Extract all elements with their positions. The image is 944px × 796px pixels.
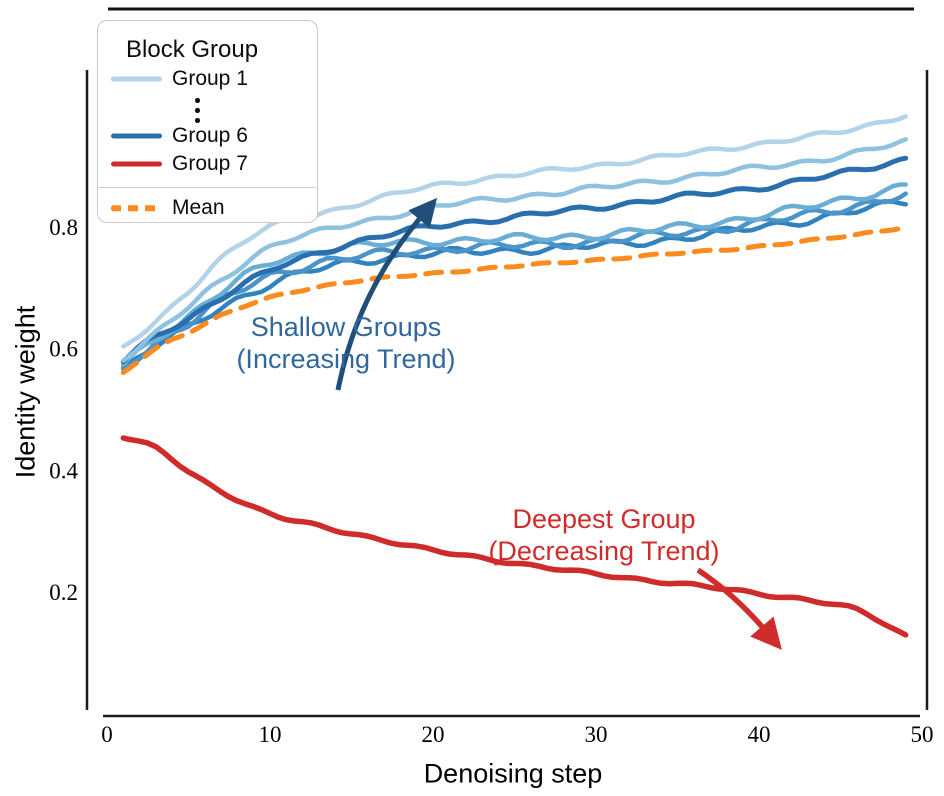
y-axis-label: Identity weight: [10, 305, 41, 479]
legend-ellipsis-dot: [195, 118, 200, 123]
legend-ellipsis-dot: [195, 98, 200, 103]
y-tick-label: 0.2: [49, 580, 78, 605]
increasing-trend-arrow: [335, 197, 438, 391]
x-axis-label: Denoising step: [423, 758, 603, 789]
series-line-group-2: [121, 137, 908, 363]
series-line-group-3: [121, 182, 908, 367]
series-line-group-7: [120, 435, 909, 638]
legend-swatch-group7: [111, 161, 162, 167]
legend-swatch-mean: [111, 205, 162, 211]
series-line-group-6: [120, 155, 909, 365]
legend-label-group6: Group 6: [172, 124, 248, 147]
series-line-group-1: [121, 114, 908, 349]
y-tick-label: 0.6: [49, 337, 78, 362]
legend-title: Block Group: [126, 36, 259, 63]
y-tick-label: 0.4: [49, 458, 78, 483]
series-line-group-4: [121, 191, 908, 370]
y-tick-label: 0.8: [49, 215, 78, 240]
x-tick-label: 30: [585, 722, 608, 747]
x-tick-label: 20: [422, 722, 445, 747]
legend-ellipsis-dot: [195, 108, 200, 113]
series-line-mean: [120, 224, 909, 375]
x-tick-label: 50: [911, 722, 934, 747]
x-tick-label: 10: [259, 722, 282, 747]
legend-label-group1: Group 1: [172, 67, 248, 90]
annotation-shallow-groups: Shallow Groups (Increasing Trend): [236, 312, 456, 374]
x-tick-label: 40: [748, 722, 771, 747]
legend-label-mean: Mean: [172, 196, 225, 219]
legend-label-group7: Group 7: [172, 152, 248, 175]
legend-separator: [98, 187, 316, 188]
legend-swatch-group6: [111, 133, 162, 139]
annotation-deepest-group: Deepest Group (Decreasing Trend): [488, 504, 720, 566]
x-tick-label: 0: [101, 722, 113, 747]
legend-swatch-group1: [111, 76, 162, 82]
legend: Block Group Group 1 Group 6 Group 7 Mean: [97, 20, 318, 223]
decreasing-trend-arrow: [696, 567, 782, 650]
